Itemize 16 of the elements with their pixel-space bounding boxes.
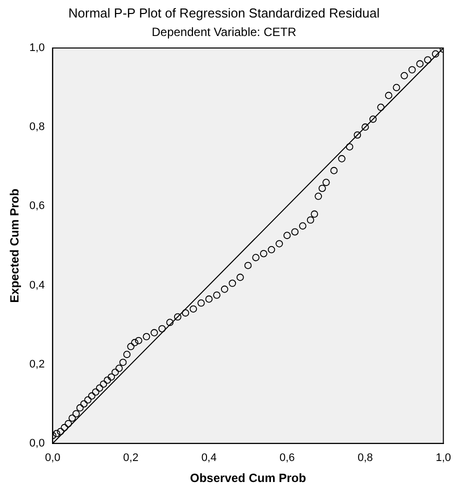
y-tick-label: 0,6 xyxy=(29,200,45,212)
x-tick-label: 0,4 xyxy=(201,452,217,464)
y-tick-label: 0,2 xyxy=(29,358,45,370)
chart-subtitle: Dependent Variable: CETR xyxy=(152,25,297,40)
y-tick-label: 0,4 xyxy=(29,279,45,292)
y-axis-title: Expected Cum Prob xyxy=(8,188,22,303)
x-tick-label: 0,2 xyxy=(123,452,138,464)
x-tick-label: 1,0 xyxy=(436,452,452,464)
y-tick-label: 0,0 xyxy=(29,437,45,450)
x-tick-label: 0,0 xyxy=(45,452,60,464)
x-axis-title: Observed Cum Prob xyxy=(190,471,306,486)
chart-title: Normal P-P Plot of Regression Standardized Residual xyxy=(68,5,380,20)
y-tick-label: 1,0 xyxy=(29,42,45,54)
x-tick-label: 0,8 xyxy=(358,452,373,464)
x-tick-label: 0,6 xyxy=(279,452,295,464)
y-tick-label: 0,8 xyxy=(29,121,45,134)
